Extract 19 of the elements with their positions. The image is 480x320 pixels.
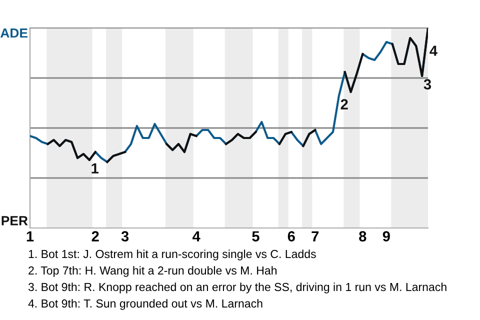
annotation: 1 [92, 163, 98, 174]
text: 3. Bot 9th: R. Knopp reached on an error by the SS, driving in 1 run vs M. Larnach [28, 282, 446, 294]
x-tick-label: 3 [121, 231, 129, 242]
text: 1. Bot 1st: J. Ostrem hit a run-scoring single vs C. Ladds [28, 250, 316, 260]
x-tick-label: 7 [312, 231, 319, 242]
text: ADE [0, 28, 28, 38]
x-tick-label: 6 [288, 231, 295, 242]
text: 2. Top 7th: H. Wang hit a 2-run double vs M. Hah [28, 266, 277, 277]
x-tick-label: 8 [359, 231, 366, 242]
annotation: 2 [340, 99, 348, 110]
text: PER [2, 216, 28, 226]
x-tick-label: 5 [252, 231, 260, 242]
text: 4. Bot 9th: T. Sun grounded out vs M. Larnach [28, 299, 262, 310]
annotation: 3 [424, 79, 432, 90]
x-tick-label: 2 [92, 231, 99, 242]
text: 4 [430, 46, 438, 56]
x-tick-label: 1 [26, 231, 34, 242]
x-tick-label: 9 [382, 231, 390, 242]
x-tick-label: 4 [192, 231, 200, 242]
